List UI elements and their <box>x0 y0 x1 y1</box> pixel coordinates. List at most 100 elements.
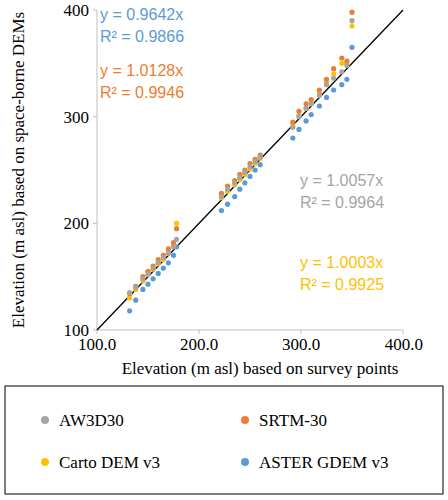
legend-label: Carto DEM v3 <box>59 453 160 472</box>
point <box>324 95 329 100</box>
point <box>133 285 138 290</box>
point <box>151 276 156 281</box>
point <box>232 194 237 199</box>
point <box>304 106 309 111</box>
point <box>166 251 171 256</box>
x-tick-label: 300.0 <box>282 335 320 354</box>
point <box>290 125 295 130</box>
x-tick <box>199 330 200 334</box>
point <box>127 308 132 313</box>
point <box>349 10 354 15</box>
point <box>349 18 354 23</box>
y-tick-label: 300 <box>64 108 90 127</box>
point <box>331 66 336 71</box>
point <box>344 63 349 68</box>
x-axis-title: Elevation (m asl) based on survey points <box>122 359 399 378</box>
point <box>140 276 145 281</box>
point <box>171 244 176 249</box>
point <box>331 87 336 92</box>
legend-label: AW3D30 <box>59 411 124 430</box>
point <box>171 253 176 258</box>
point <box>339 69 344 74</box>
point <box>156 260 161 265</box>
point <box>174 226 179 231</box>
plot-area <box>97 10 403 330</box>
point <box>232 180 237 185</box>
regression-label: R² = 0.9946 <box>100 84 184 101</box>
reference-line <box>97 10 403 330</box>
point <box>156 271 161 276</box>
point <box>317 93 322 98</box>
point <box>317 87 322 92</box>
point <box>258 162 263 167</box>
point <box>339 82 344 87</box>
y-axis <box>97 10 98 330</box>
regression-label: R² = 0.9866 <box>100 28 184 45</box>
regression-label: y = 0.9642x <box>100 6 183 23</box>
point <box>219 194 224 199</box>
y-tick <box>93 10 97 11</box>
x-tick-label: 100.0 <box>78 335 116 354</box>
legend-marker <box>41 458 49 466</box>
point <box>151 266 156 271</box>
point <box>344 77 349 82</box>
x-tick <box>301 330 302 334</box>
point <box>349 45 354 50</box>
point <box>237 187 242 192</box>
point <box>247 174 252 179</box>
y-tick <box>93 116 97 117</box>
point <box>174 221 179 226</box>
point <box>339 61 344 66</box>
point <box>304 118 309 123</box>
regression-label: y = 1.0128x <box>100 62 183 79</box>
point <box>309 112 314 117</box>
legend-marker <box>41 416 49 424</box>
point <box>127 290 132 295</box>
y-tick-label: 400 <box>64 1 90 20</box>
x-axis <box>97 330 403 331</box>
point <box>296 127 301 132</box>
x-tick-label: 200.0 <box>180 335 218 354</box>
point <box>253 159 258 164</box>
point <box>317 103 322 108</box>
point <box>145 272 150 277</box>
y-axis-title: Elevation (m asl) based on space-borne D… <box>9 12 28 328</box>
point <box>247 164 252 169</box>
regression-label: R² = 0.9964 <box>300 194 384 211</box>
x-tick <box>403 330 404 334</box>
legend-label: ASTER GDEM v3 <box>259 453 388 472</box>
point <box>161 266 166 271</box>
legend-box <box>5 386 443 494</box>
point <box>145 272 150 277</box>
point <box>324 82 329 87</box>
legend-label: SRTM-30 <box>259 411 327 430</box>
point <box>225 202 230 207</box>
point <box>140 287 145 292</box>
x-tick-label: 400.0 <box>385 335 423 354</box>
regression-label: R² = 0.9925 <box>300 276 384 293</box>
regression-label: y = 1.0057x <box>300 172 383 189</box>
point <box>225 187 230 192</box>
point <box>161 255 166 260</box>
legend-marker <box>241 416 249 424</box>
y-tick <box>93 330 97 331</box>
point <box>331 76 336 81</box>
point <box>296 109 301 114</box>
point <box>290 119 295 124</box>
point <box>242 170 247 175</box>
point <box>242 180 247 185</box>
point <box>339 55 344 60</box>
y-tick-label: 200 <box>64 214 90 233</box>
point <box>304 106 309 111</box>
legend-marker <box>241 458 249 466</box>
point <box>166 260 171 265</box>
point <box>296 114 301 119</box>
point <box>166 251 171 256</box>
regression-label: y = 1.0003x <box>300 254 383 271</box>
x-tick <box>97 330 98 334</box>
point <box>258 155 263 160</box>
point <box>349 23 354 28</box>
point <box>219 208 224 213</box>
point <box>309 101 314 106</box>
point <box>253 167 258 172</box>
